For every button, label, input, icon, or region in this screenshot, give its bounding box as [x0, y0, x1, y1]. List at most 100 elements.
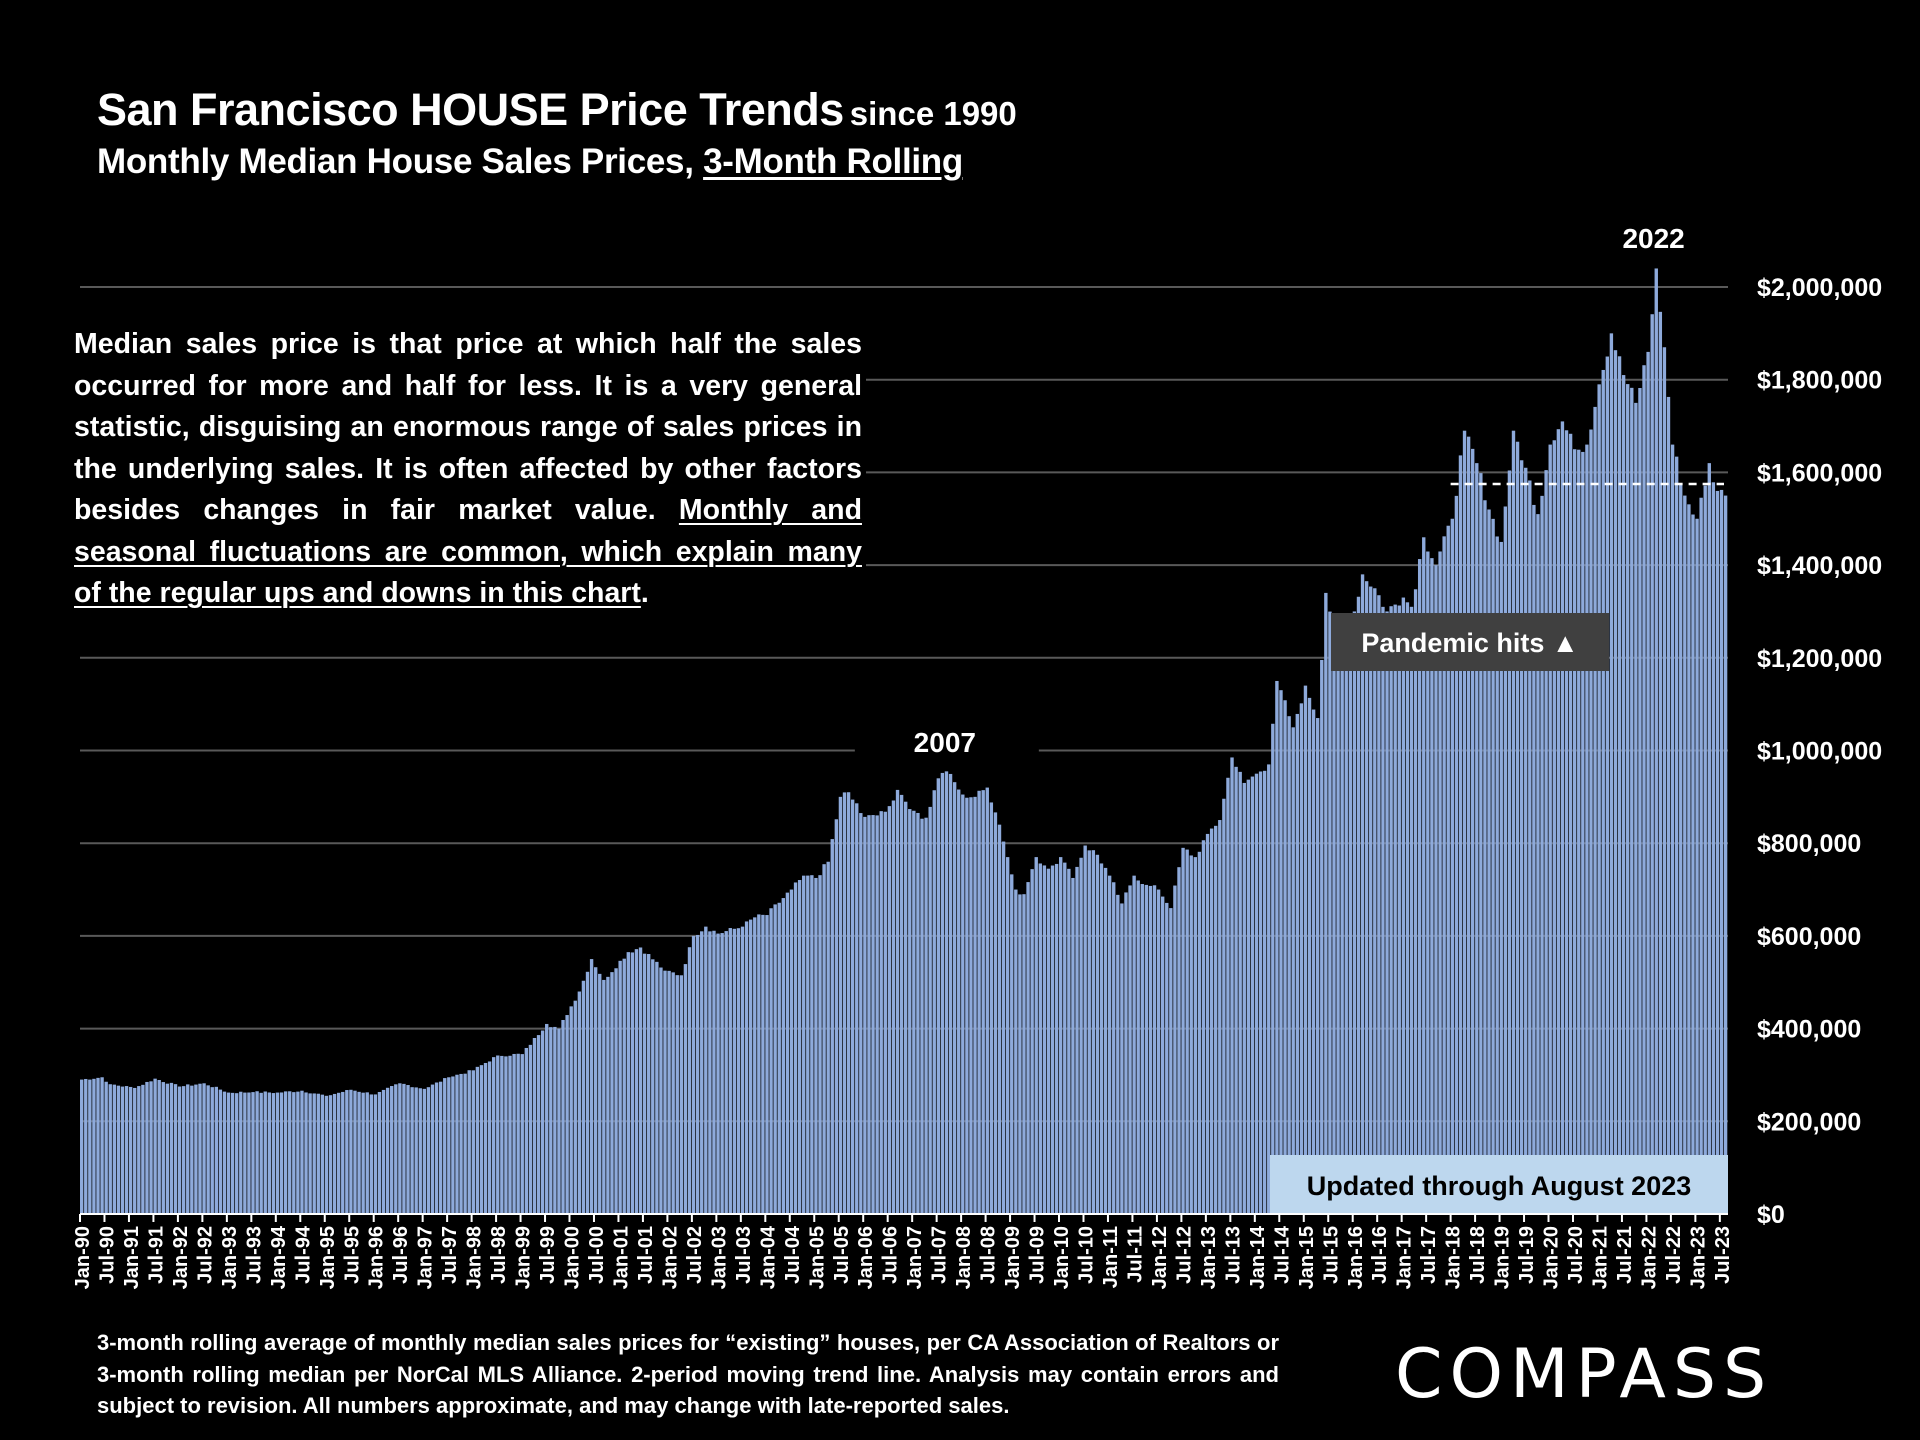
bar	[855, 803, 859, 1214]
bar	[198, 1083, 202, 1214]
bar	[128, 1086, 133, 1214]
bar	[1409, 606, 1414, 1214]
bar	[1715, 490, 1720, 1214]
bar	[985, 787, 989, 1214]
x-tick-label: Jan-21	[1590, 1226, 1612, 1289]
bar	[251, 1092, 255, 1214]
bar	[447, 1077, 451, 1214]
bar	[320, 1094, 325, 1214]
bar	[1695, 518, 1699, 1214]
x-tick-label: Jan-14	[1247, 1225, 1269, 1289]
bar	[1148, 885, 1153, 1214]
bar	[96, 1077, 100, 1214]
bar	[312, 1093, 316, 1214]
explanation-text: Median sales price is that price at whic…	[74, 324, 866, 621]
bar	[883, 811, 887, 1214]
bar	[1152, 885, 1157, 1214]
x-tick-label: Jan-17	[1394, 1226, 1416, 1289]
bar	[226, 1092, 231, 1214]
bar	[957, 789, 961, 1214]
bar	[1328, 611, 1332, 1214]
bar	[1613, 350, 1618, 1214]
bar	[218, 1089, 223, 1214]
bar	[373, 1094, 378, 1214]
bar	[181, 1086, 186, 1214]
bar	[279, 1092, 284, 1214]
x-tick-label: Jul-98	[488, 1226, 510, 1284]
x-tick-label: Jul-19	[1516, 1226, 1538, 1284]
x-axis: Jan-90 Jul-90 Jan-91 Jul-91 Jan-92 Jul-92 Jan-…	[72, 1214, 1734, 1289]
x-tick-label: Jul-90	[97, 1226, 119, 1284]
bar	[1536, 514, 1540, 1214]
bar	[133, 1087, 137, 1214]
bar	[565, 1015, 569, 1214]
x-tick-label: Jan-02	[659, 1226, 681, 1289]
bar	[1258, 771, 1263, 1214]
bar	[728, 928, 732, 1214]
bar	[467, 1070, 471, 1214]
bar	[108, 1084, 112, 1214]
bar	[826, 861, 830, 1214]
bar	[80, 1079, 84, 1214]
bar	[377, 1091, 382, 1214]
explanation-underlined: Monthly and seasonal fluctuations are co…	[74, 494, 862, 609]
bar	[1605, 356, 1610, 1214]
y-tick-label: $400,000	[1757, 1016, 1861, 1044]
bar	[1083, 845, 1087, 1214]
bar	[1597, 384, 1601, 1215]
bar	[1026, 882, 1030, 1214]
bar	[496, 1055, 500, 1214]
bar	[793, 882, 798, 1214]
bar	[1242, 782, 1246, 1214]
bar	[1483, 500, 1487, 1214]
x-tick-label: Jan-23	[1687, 1226, 1709, 1289]
bar	[1059, 857, 1063, 1214]
bar	[1303, 685, 1308, 1214]
pandemic-callout-box	[1331, 613, 1609, 671]
bar	[247, 1092, 251, 1214]
bar	[769, 908, 773, 1214]
bar	[989, 802, 994, 1214]
bar	[1189, 855, 1193, 1214]
pandemic-callout-label: Pandemic hits ▲	[1361, 628, 1578, 658]
x-tick-label: Jul-14	[1271, 1225, 1293, 1284]
x-tick-label: Jan-98	[464, 1226, 486, 1289]
bar	[149, 1081, 153, 1214]
bar	[230, 1092, 235, 1214]
bar	[157, 1080, 161, 1214]
bar	[1589, 429, 1593, 1214]
bar	[1658, 311, 1663, 1214]
bar	[1397, 605, 1401, 1214]
bar	[483, 1062, 488, 1214]
bar	[1711, 482, 1716, 1214]
bar	[1246, 779, 1251, 1214]
bar	[443, 1078, 447, 1214]
bar	[1091, 850, 1096, 1214]
bar	[1136, 880, 1140, 1214]
footnote: 3-month rolling average of monthly media…	[97, 1330, 1279, 1418]
bar	[720, 933, 724, 1214]
x-tick-label: Jul-20	[1565, 1226, 1587, 1284]
bar	[863, 816, 867, 1214]
bar	[997, 824, 1002, 1214]
subtitle-underlined: 3-Month Rolling	[703, 142, 963, 181]
bar	[104, 1081, 108, 1214]
bar	[1556, 429, 1561, 1214]
x-tick-label: Jul-18	[1467, 1226, 1489, 1284]
bar	[1230, 757, 1234, 1214]
y-tick-label: $800,000	[1757, 830, 1861, 858]
bar	[1095, 854, 1100, 1214]
bar	[137, 1086, 141, 1214]
bar	[528, 1044, 533, 1214]
x-tick-label: Jul-93	[243, 1226, 265, 1284]
label-bg-2007	[854, 720, 1039, 764]
bar	[899, 794, 904, 1214]
bar	[349, 1089, 353, 1214]
bar	[161, 1082, 165, 1214]
bar	[1299, 703, 1304, 1214]
bar	[1344, 627, 1348, 1214]
bar	[426, 1087, 431, 1214]
bar	[1638, 388, 1642, 1214]
x-tick-label: Jul-23	[1712, 1226, 1734, 1284]
y-tick-label: $1,600,000	[1757, 459, 1882, 487]
